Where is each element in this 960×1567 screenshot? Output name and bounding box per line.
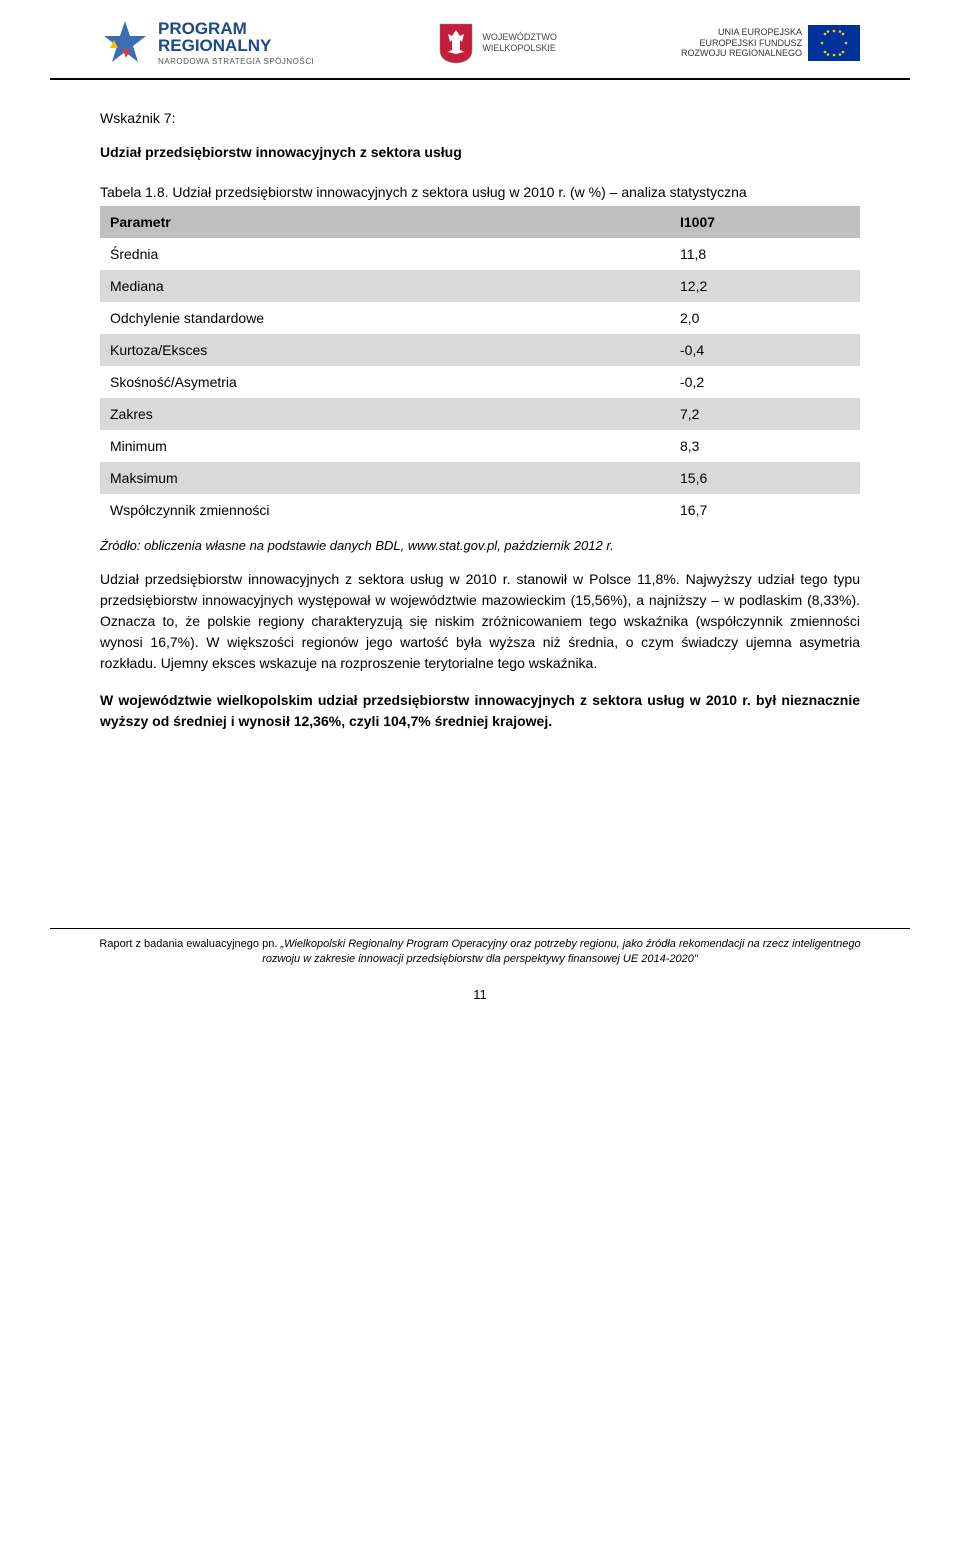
woj-text-1: WOJEWÓDZTWO	[482, 32, 556, 43]
table-header-row: Parametr I1007	[100, 206, 860, 238]
program-text-2: REGIONALNY	[158, 37, 314, 54]
eu-text-2: EUROPEJSKI FUNDUSZ	[699, 38, 802, 49]
paragraph-1: Udział przedsiębiorstw innowacyjnych z s…	[100, 569, 860, 674]
eu-flag-icon	[808, 25, 860, 61]
star-logo-icon	[100, 18, 150, 68]
logo-wojewodztwo: WOJEWÓDZTWO WIELKOPOLSKIE	[438, 22, 556, 64]
indicator-label: Wskaźnik 7:	[100, 110, 860, 126]
logo-eu: UNIA EUROPEJSKA EUROPEJSKI FUNDUSZ ROZWO…	[681, 25, 860, 61]
table-row: Minimum8,3	[100, 430, 860, 462]
table-row: Skośność/Asymetria-0,2	[100, 366, 860, 398]
footer-prefix: Raport z badania ewaluacyjnego pn.	[99, 938, 280, 950]
col-i1007: I1007	[670, 206, 860, 238]
table-row: Kurtoza/Eksces-0,4	[100, 334, 860, 366]
logo-program-regionalny: PROGRAM REGIONALNY NARODOWA STRATEGIA SP…	[100, 18, 314, 68]
page-number: 11	[0, 987, 960, 1032]
program-subtext: NARODOWA STRATEGIA SPÓJNOŚCI	[158, 57, 314, 66]
indicator-title: Udział przedsiębiorstw innowacyjnych z s…	[100, 144, 860, 160]
table-row: Średnia11,8	[100, 238, 860, 270]
eu-text-1: UNIA EUROPEJSKA	[718, 27, 802, 38]
crest-icon	[438, 22, 474, 64]
table-body: Średnia11,8 Mediana12,2 Odchylenie stand…	[100, 238, 860, 526]
source-note: Źródło: obliczenia własne na podstawie d…	[100, 538, 860, 553]
program-text-1: PROGRAM	[158, 20, 314, 37]
woj-text-2: WIELKOPOLSKIE	[482, 43, 556, 54]
table-caption: Tabela 1.8. Udział przedsiębiorstw innow…	[100, 184, 860, 200]
footer-title-italic: „Wielkopolski Regionalny Program Operacy…	[262, 938, 860, 965]
table-row: Maksimum15,6	[100, 462, 860, 494]
table-row: Mediana12,2	[100, 270, 860, 302]
col-parametr: Parametr	[100, 206, 670, 238]
main-content: Wskaźnik 7: Udział przedsiębiorstw innow…	[0, 80, 960, 768]
stats-table: Parametr I1007 Średnia11,8 Mediana12,2 O…	[100, 206, 860, 526]
eu-text-3: ROZWOJU REGIONALNEGO	[681, 48, 802, 59]
table-row: Odchylenie standardowe2,0	[100, 302, 860, 334]
paragraph-2-bold: W województwie wielkopolskim udział prze…	[100, 690, 860, 732]
table-row: Współczynnik zmienności16,7	[100, 494, 860, 526]
page-footer: Raport z badania ewaluacyjnego pn. „Wiel…	[50, 928, 910, 967]
page-header: PROGRAM REGIONALNY NARODOWA STRATEGIA SP…	[50, 0, 910, 80]
table-row: Zakres7,2	[100, 398, 860, 430]
